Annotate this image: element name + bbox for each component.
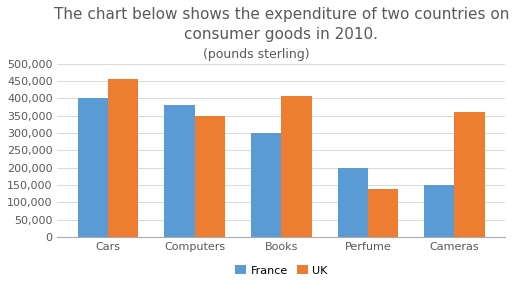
- Bar: [195, 116, 225, 237]
- Title: The chart below shows the expenditure of two countries on
consumer goods in 2010: The chart below shows the expenditure of…: [54, 7, 509, 42]
- Bar: [368, 188, 398, 237]
- Bar: [108, 79, 138, 237]
- Bar: [251, 133, 281, 237]
- Bar: [78, 98, 108, 237]
- Bar: [337, 168, 368, 237]
- Legend: France, UK: France, UK: [230, 261, 332, 280]
- Bar: [164, 105, 195, 237]
- Text: (pounds sterling): (pounds sterling): [203, 48, 309, 61]
- Bar: [455, 112, 485, 237]
- Bar: [424, 185, 455, 237]
- Bar: [281, 96, 311, 237]
